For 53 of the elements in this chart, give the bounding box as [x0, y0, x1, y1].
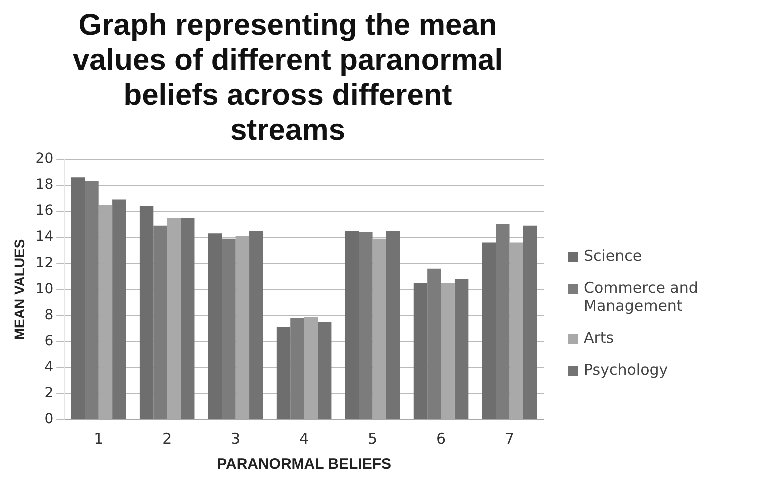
x-tick-label: 3 — [231, 430, 241, 448]
y-tick-label: 12 — [36, 255, 54, 272]
bar — [345, 231, 360, 420]
x-tick-label: 7 — [504, 430, 515, 448]
y-tick-label: 6 — [44, 333, 54, 350]
bar — [304, 317, 318, 420]
bar — [414, 283, 428, 420]
bar — [510, 242, 524, 420]
bar — [496, 224, 510, 420]
legend-label: Science — [584, 247, 642, 265]
y-tick-label: 18 — [36, 177, 54, 194]
bar — [167, 218, 182, 420]
y-tick-label: 8 — [44, 307, 54, 324]
y-axis-title: MEAN VALUES — [11, 239, 28, 340]
y-tick-label: 16 — [36, 203, 54, 220]
bar — [386, 231, 400, 420]
chart-title: Graph representing the mean values of different paranormal beliefs across different streams — [72, 8, 504, 148]
legend-label: Psychology — [584, 361, 668, 379]
x-tick-label: 6 — [436, 430, 446, 448]
bar — [372, 238, 386, 420]
bar — [112, 200, 126, 420]
x-tick-label: 5 — [368, 430, 378, 448]
x-tick-label: 2 — [162, 430, 172, 448]
y-tick-label: 0 — [44, 412, 54, 428]
bar — [276, 327, 291, 420]
bar — [428, 268, 442, 420]
y-tick-label: 14 — [36, 229, 54, 246]
legend-label: Arts — [584, 329, 614, 347]
bar — [250, 231, 264, 420]
bar — [154, 226, 168, 420]
bar — [441, 283, 455, 420]
bar — [140, 206, 154, 420]
y-tick-label: 10 — [36, 281, 54, 298]
x-tick-label: 4 — [300, 430, 310, 448]
bar — [359, 232, 373, 420]
bar — [236, 236, 250, 420]
y-tick-label: 2 — [44, 386, 54, 402]
bar — [318, 322, 332, 420]
x-tick-label: 1 — [94, 430, 104, 448]
bar — [98, 205, 113, 420]
x-axis-title: PARANORMAL BELIEFS — [217, 456, 392, 474]
y-tick-label: 20 — [36, 151, 54, 168]
legend-label: Commerce and Management — [584, 279, 700, 315]
bar — [71, 178, 86, 420]
bar — [85, 182, 99, 420]
bar — [208, 234, 222, 420]
bar — [454, 279, 469, 420]
bar — [181, 218, 195, 420]
bar — [222, 238, 236, 420]
y-tick-label: 4 — [44, 360, 54, 376]
bar — [482, 242, 496, 420]
bar — [523, 226, 538, 420]
bar — [290, 318, 304, 420]
